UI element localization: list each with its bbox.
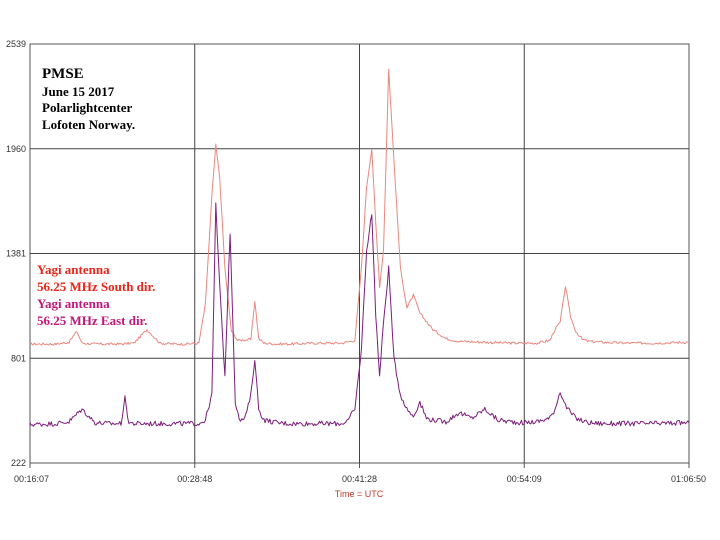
antenna-legend: Yagi antenna 56.25 MHz South dir. Yagi a… [37, 262, 155, 328]
title-line-2: June 15 2017 [42, 84, 115, 99]
y-tick-label: 1381 [6, 249, 26, 259]
y-tick-label: 801 [11, 353, 26, 363]
y-tick-label: 2539 [6, 39, 26, 49]
series-line-south [29, 68, 690, 346]
x-tick-label: 00:41:28 [342, 474, 377, 484]
title-line-1: PMSE [42, 66, 84, 82]
legend-east-line-1: Yagi antenna [37, 296, 110, 311]
series-layer [29, 68, 690, 427]
y-axis-ticks: 2539 1960 1381 801 222 [6, 39, 26, 468]
x-axis-ticks: 00:16:07 00:28:48 00:41:28 00:54:09 01:06:50 [14, 463, 706, 484]
grid-lines [30, 44, 689, 463]
x-tick-label: 01:06:50 [671, 474, 706, 484]
x-tick-label: 00:16:07 [14, 474, 49, 484]
x-tick-label: 00:54:09 [507, 474, 542, 484]
title-block: PMSE June 15 2017 Polarlightcenter Lofot… [42, 66, 135, 132]
title-line-3: Polarlightcenter [42, 100, 132, 115]
legend-south-line-1: Yagi antenna [37, 262, 110, 277]
title-line-4: Lofoten Norway. [42, 117, 135, 132]
x-axis-label: Time = UTC [335, 489, 384, 499]
y-tick-label: 222 [11, 458, 26, 468]
legend-south-line-2: 56.25 MHz South dir. [37, 279, 155, 294]
x-tick-label: 00:28:48 [177, 474, 212, 484]
series-line-east [29, 202, 690, 427]
y-tick-label: 1960 [6, 144, 26, 154]
legend-east-line-2: 56.25 MHz East dir. [37, 313, 147, 328]
